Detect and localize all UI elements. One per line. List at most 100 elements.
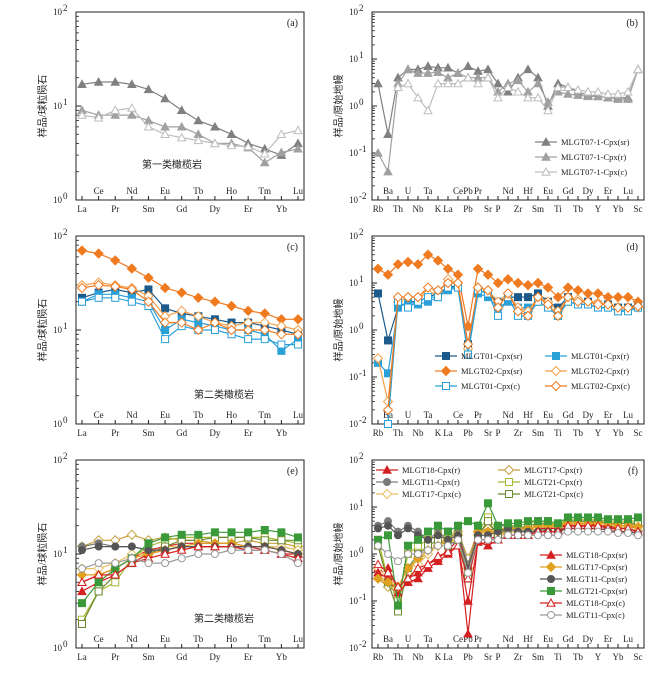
data-point	[210, 528, 219, 537]
data-point	[111, 293, 120, 302]
x-tick-label-upper: Ta	[424, 634, 433, 644]
data-point	[533, 78, 543, 88]
x-tick-label-lower: Sm	[532, 204, 544, 214]
x-tick-label-lower: La	[77, 204, 87, 214]
data-point	[433, 556, 443, 565]
data-point	[613, 88, 623, 98]
data-point	[384, 521, 392, 530]
data-point	[564, 513, 572, 522]
data-point	[424, 293, 432, 302]
data-point	[423, 559, 433, 569]
x-tick-label-lower: Pb	[463, 204, 473, 214]
y-tick-label: 10	[53, 549, 63, 559]
legend-label: MLGT11-Cpx(sr)	[566, 574, 627, 584]
x-tick-label-lower: Yb	[276, 652, 287, 662]
data-point	[383, 166, 393, 176]
data-point	[176, 545, 187, 554]
data-point	[144, 546, 153, 555]
x-tick-label-upper: Lu	[623, 634, 633, 644]
data-point	[403, 64, 413, 74]
x-tick-label-upper: U	[405, 634, 412, 644]
data-point	[404, 303, 412, 312]
y-tick-exponent: 0	[359, 97, 364, 107]
data-point	[604, 515, 612, 524]
data-point	[443, 547, 453, 556]
data-point	[294, 533, 302, 542]
data-point	[293, 125, 303, 135]
x-tick-label-upper: Ho	[226, 634, 237, 644]
data-point	[624, 528, 632, 537]
data-point	[532, 291, 544, 303]
series-mlgt11-cpx-c-	[374, 527, 642, 577]
data-point	[513, 86, 523, 96]
data-point	[260, 526, 269, 535]
data-point	[384, 420, 392, 428]
data-point	[126, 529, 138, 541]
data-point	[209, 317, 221, 328]
data-point	[93, 248, 104, 259]
x-tick-label-lower: Gd	[176, 652, 187, 662]
data-point	[532, 277, 544, 289]
legend-marker	[552, 352, 560, 360]
data-point	[504, 519, 512, 528]
data-point	[524, 517, 532, 526]
legend-label: MLGT21-Cpx(c)	[524, 489, 583, 499]
x-tick-label-lower: K	[435, 204, 442, 214]
data-point	[483, 540, 493, 550]
data-point	[402, 291, 414, 303]
legend-marker	[546, 549, 556, 559]
data-point	[226, 324, 237, 336]
y-tick-exponent: 2	[359, 227, 364, 237]
data-point	[634, 531, 642, 540]
x-tick-label-upper: Ce	[94, 410, 104, 420]
y-tick-label: 10	[53, 195, 63, 205]
x-tick-label-lower: Tb	[573, 428, 583, 438]
x-tick-label-lower: Gd	[176, 428, 187, 438]
data-point	[504, 531, 512, 540]
data-point	[484, 517, 492, 526]
data-point	[412, 259, 424, 270]
data-point	[624, 515, 632, 524]
data-point	[374, 524, 382, 533]
x-tick-label-lower: La	[443, 652, 453, 662]
x-tick-label-lower: Pb	[463, 652, 473, 662]
data-point	[210, 121, 220, 131]
data-point	[226, 300, 237, 312]
data-point	[143, 296, 154, 307]
data-point	[160, 93, 170, 103]
legend-entry: MLGT02-Cpx(c)	[545, 380, 630, 392]
x-tick-label-lower: La	[77, 428, 87, 438]
legend-marker	[541, 166, 551, 176]
data-point	[77, 79, 87, 89]
y-tick-exponent: 0	[63, 639, 68, 649]
legend-label: MLGT02-Cpx(c)	[571, 381, 630, 391]
data-point	[77, 586, 87, 596]
y-tick-exponent: 2	[63, 3, 68, 13]
x-tick-label-lower: Th	[393, 652, 403, 662]
series-mlgt02-cpx-c-	[382, 277, 644, 416]
data-point	[603, 88, 613, 98]
data-point	[373, 147, 383, 157]
x-tick-label-upper: Hf	[523, 186, 533, 196]
data-point	[482, 269, 494, 280]
data-point	[434, 521, 442, 530]
data-point	[453, 68, 463, 77]
legend-entry: MLGT17-Cpx(r)	[498, 464, 582, 476]
series-mlgt11-cpx-c-	[78, 546, 302, 573]
data-point	[94, 293, 103, 302]
y-tick-exponent: 2	[359, 3, 364, 13]
data-point	[534, 517, 542, 526]
data-point	[524, 293, 532, 302]
data-point	[294, 340, 302, 349]
data-point	[143, 121, 154, 131]
data-point	[512, 306, 524, 317]
legend-label: MLGT01-Cpx(r)	[571, 351, 629, 361]
data-point	[592, 299, 604, 310]
data-point	[493, 92, 503, 102]
y-tick-label: 10	[349, 419, 359, 429]
x-tick-label-lower: Ti	[554, 428, 562, 438]
data-point	[422, 249, 434, 260]
